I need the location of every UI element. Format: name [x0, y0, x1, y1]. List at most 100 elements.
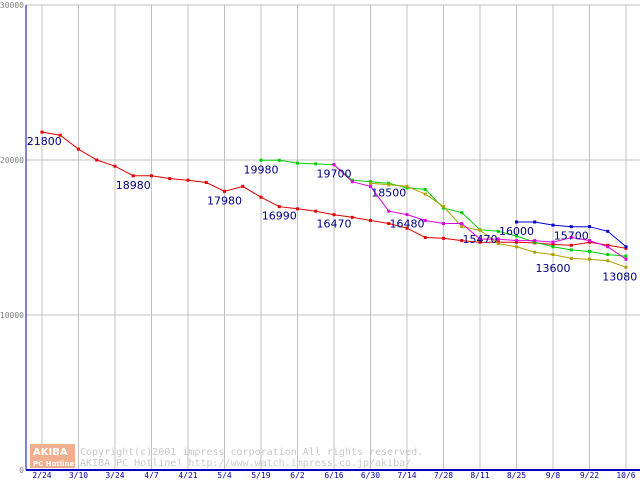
copyright-line2: AKIBA PC Hotline! http://www.watch.impre… — [80, 458, 411, 469]
data-label: 19700 — [317, 168, 352, 181]
data-point — [423, 236, 427, 239]
data-point — [624, 245, 628, 249]
data-point — [442, 236, 445, 240]
x-tick-label: 9/8 — [546, 471, 561, 480]
data-point — [588, 240, 591, 244]
data-point — [387, 209, 391, 213]
data-point — [204, 180, 208, 184]
x-tick-label: 10/6 — [616, 471, 635, 480]
data-point — [551, 245, 555, 249]
data-point — [588, 249, 591, 253]
data-point — [515, 239, 518, 243]
data-point — [369, 218, 372, 222]
copyright-line1: Copyright(c)2001 impress corporation All… — [80, 447, 423, 458]
data-label: 16990 — [262, 210, 297, 223]
y-tick-label: 0 — [19, 466, 24, 475]
data-point — [515, 220, 518, 224]
x-tick-label: 6/2 — [290, 471, 305, 480]
data-point — [241, 184, 245, 188]
data-point — [478, 228, 482, 232]
data-point — [296, 207, 299, 211]
x-tick-label: 3/24 — [105, 471, 124, 480]
data-point — [113, 164, 117, 168]
data-point — [405, 184, 409, 188]
data-point — [387, 181, 391, 185]
series-layer — [40, 130, 628, 269]
x-tick-label: 6/30 — [361, 471, 380, 480]
data-point — [515, 245, 518, 249]
x-tick-label: 7/28 — [434, 471, 453, 480]
data-point — [332, 163, 336, 167]
data-point — [259, 158, 263, 162]
data-point — [588, 239, 591, 243]
data-point — [496, 242, 500, 246]
y-tick-label: 10000 — [0, 311, 24, 320]
data-point — [496, 240, 500, 244]
data-point — [277, 205, 281, 209]
x-tick-label: 6/16 — [324, 471, 343, 480]
y-tick-label: 30000 — [0, 1, 24, 10]
data-point — [77, 147, 80, 151]
data-point — [168, 177, 172, 181]
data-label: 15700 — [554, 230, 589, 243]
data-point — [533, 250, 537, 254]
data-point — [296, 161, 299, 165]
x-tick-label: 7/14 — [397, 471, 416, 480]
data-point — [423, 187, 427, 191]
data-point — [533, 220, 537, 224]
data-label: 13600 — [536, 262, 571, 275]
data-point — [624, 257, 628, 261]
data-point — [350, 215, 354, 219]
data-point — [496, 229, 500, 233]
data-point — [332, 213, 336, 217]
data-point — [624, 254, 628, 258]
data-label: 18500 — [371, 186, 406, 199]
x-tick-label: 5/4 — [217, 471, 232, 480]
data-label: 16000 — [499, 225, 534, 238]
y-tick-label: 20000 — [0, 156, 24, 165]
logo-background — [30, 444, 75, 468]
data-point — [405, 226, 409, 230]
logo: AKIBA PC Hotline — [30, 444, 75, 468]
data-point — [40, 130, 44, 134]
data-point — [350, 178, 354, 182]
data-point — [442, 222, 445, 226]
data-point — [387, 183, 391, 187]
x-tick-label: 4/21 — [178, 471, 197, 480]
data-point — [460, 225, 464, 229]
data-point — [551, 242, 555, 246]
logo-line2: PC Hotline — [33, 460, 75, 468]
data-point — [551, 223, 555, 227]
data-point — [277, 158, 281, 162]
data-point — [478, 240, 482, 244]
data-point — [405, 186, 409, 190]
data-point — [150, 174, 153, 178]
x-tick-label: 2/24 — [32, 471, 51, 480]
grid-layer — [26, 4, 640, 471]
data-label: 21800 — [27, 135, 62, 148]
x-tick-label: 5/19 — [251, 471, 270, 480]
x-tick-label: 3/10 — [69, 471, 88, 480]
data-point — [423, 218, 427, 222]
data-point — [606, 245, 610, 249]
data-point — [533, 239, 537, 243]
data-point — [442, 205, 445, 208]
data-label: 16480 — [390, 218, 425, 231]
logo-line1: AKIBA — [33, 447, 68, 458]
data-point — [606, 253, 610, 257]
data-label: 17980 — [207, 194, 242, 207]
data-point — [314, 162, 318, 166]
data-point — [569, 256, 573, 260]
data-label: 16470 — [317, 218, 352, 231]
data-point — [569, 236, 573, 239]
data-point — [569, 243, 573, 247]
data-point — [369, 184, 372, 188]
data-point — [551, 240, 555, 244]
data-point — [259, 195, 263, 199]
data-point — [423, 192, 427, 196]
data-point — [515, 234, 518, 238]
data-label-layer: 21800 18980 17980 19980 16990 19700 16470 18500… — [27, 135, 638, 283]
data-point — [606, 259, 610, 263]
data-point — [460, 211, 464, 215]
data-label: 13080 — [602, 270, 637, 283]
